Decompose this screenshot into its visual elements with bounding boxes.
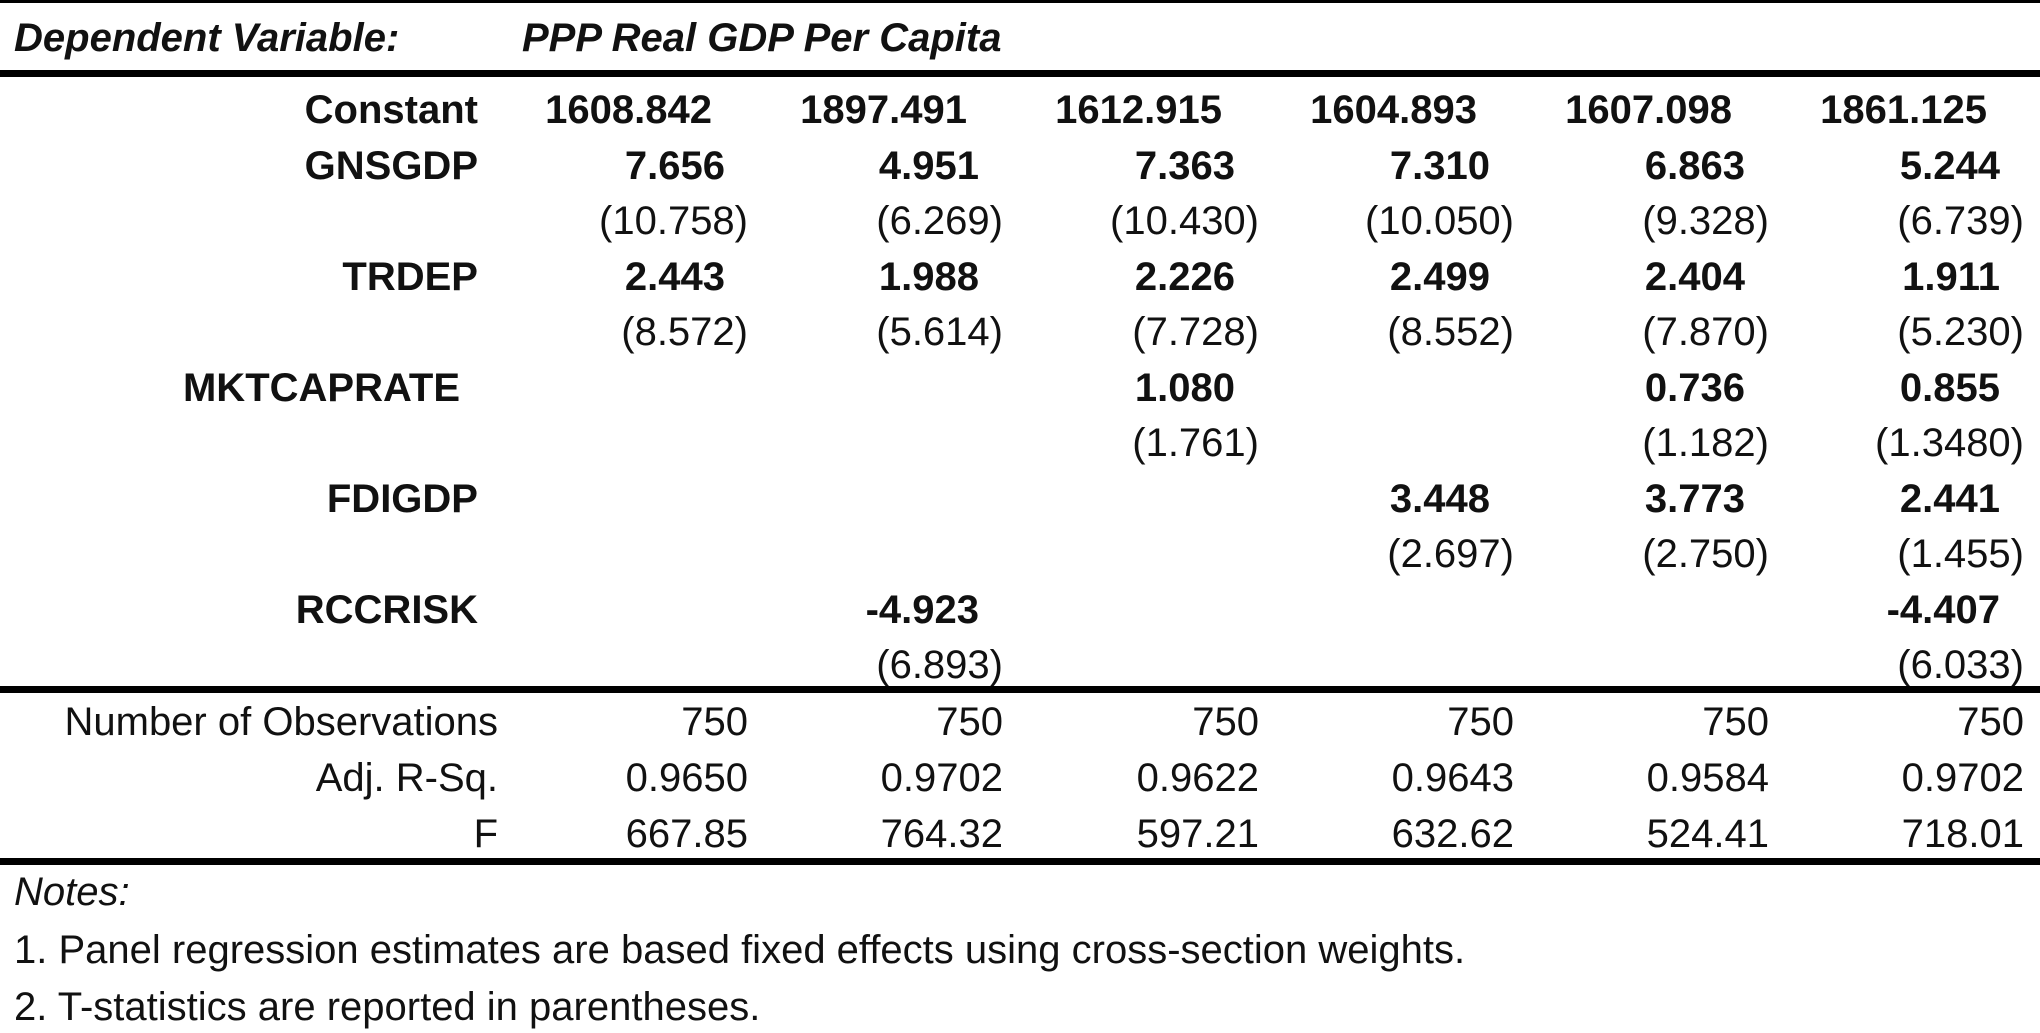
coefficient-value: 5.244	[1899, 144, 2000, 188]
coefficient-value: 2.441	[1899, 477, 2000, 521]
t-statistic-value: (8.572)	[621, 310, 748, 354]
stat-value: 718.01	[1901, 812, 2024, 856]
t-statistic-value: (10.430)	[1110, 199, 1259, 243]
t-statistic-value: (5.230)	[1897, 310, 2024, 354]
note-2: 2. T-statistics are reported in parenthe…	[14, 985, 761, 1029]
stats-rule	[0, 686, 2040, 693]
coefficient-value: 7.310	[1389, 144, 1490, 188]
t-statistic-value: (2.697)	[1387, 532, 1514, 576]
coefficient-value: 2.404	[1644, 255, 1745, 299]
coefficient-value: 7.656	[624, 144, 725, 188]
coefficient-value: 0.736	[1644, 366, 1745, 410]
stat-value: 0.9702	[1901, 756, 2024, 800]
stat-value: 750	[1702, 700, 1769, 744]
constant-value: 1897.491	[800, 88, 967, 132]
stat-value: 0.9622	[1136, 756, 1259, 800]
note-1: 1. Panel regression estimates are based …	[14, 928, 1466, 972]
notes-rule	[0, 858, 2040, 865]
t-statistic-value: (1.182)	[1642, 421, 1769, 465]
t-statistic-value: (10.050)	[1365, 199, 1514, 243]
t-statistic-value: (2.750)	[1642, 532, 1769, 576]
coefficient-value: 2.443	[624, 255, 725, 299]
top-rule	[0, 0, 2040, 3]
t-statistic-value: (8.552)	[1387, 310, 1514, 354]
coefficient-value: 2.499	[1389, 255, 1490, 299]
coefficient-value: 1.911	[1902, 255, 2000, 299]
constant-value: 1861.125	[1820, 88, 1987, 132]
stat-value: 750	[936, 700, 1003, 744]
coefficient-value: 3.448	[1389, 477, 1490, 521]
t-statistic-value: (1.3480)	[1875, 421, 2024, 465]
coefficient-value: 1.080	[1134, 366, 1235, 410]
row-label-constant: Constant	[304, 88, 478, 132]
constant-value: 1604.893	[1310, 88, 1477, 132]
dependent-variable-label: Dependent Variable:	[14, 16, 400, 60]
stat-value: 597.21	[1136, 812, 1259, 856]
stat-label-number-of-observations: Number of Observations	[64, 700, 498, 744]
row-label-trdep: TRDEP	[342, 255, 478, 299]
stat-label-adj-r-sq: Adj. R-Sq.	[315, 756, 498, 800]
t-statistic-value: (7.870)	[1642, 310, 1769, 354]
constant-value: 1608.842	[545, 88, 712, 132]
stat-value: 0.9702	[880, 756, 1003, 800]
header-rule	[0, 70, 2040, 77]
row-label-rccrisk: RCCRISK	[295, 588, 478, 632]
coefficient-value: -4.407	[1886, 588, 2000, 632]
stat-value: 0.9643	[1391, 756, 1514, 800]
coefficient-value: 6.863	[1644, 144, 1745, 188]
coefficient-value: 4.951	[878, 144, 979, 188]
stat-value: 750	[1447, 700, 1514, 744]
t-statistic-value: (5.614)	[876, 310, 1003, 354]
stat-value: 667.85	[625, 812, 748, 856]
coefficient-value: 2.226	[1134, 255, 1235, 299]
t-statistic-value: (1.455)	[1897, 532, 2024, 576]
stat-value: 764.32	[880, 812, 1003, 856]
t-statistic-value: (7.728)	[1132, 310, 1259, 354]
coefficient-value: 0.855	[1899, 366, 2000, 410]
stat-value: 0.9584	[1646, 756, 1769, 800]
t-statistic-value: (6.033)	[1897, 643, 2024, 687]
constant-value: 1612.915	[1055, 88, 1222, 132]
stat-value: 632.62	[1391, 812, 1514, 856]
stat-value: 750	[1957, 700, 2024, 744]
stat-label-f: F	[473, 812, 498, 856]
row-label-mktcaprate: MKTCAPRATE	[182, 366, 460, 410]
coefficient-value: 1.988	[878, 255, 979, 299]
coefficient-value: -4.923	[865, 588, 979, 632]
t-statistic-value: (9.328)	[1642, 199, 1769, 243]
constant-value: 1607.098	[1565, 88, 1732, 132]
coefficient-value: 3.773	[1644, 477, 1745, 521]
stat-value: 524.41	[1646, 812, 1769, 856]
stat-value: 750	[1192, 700, 1259, 744]
stat-value: 0.9650	[625, 756, 748, 800]
t-statistic-value: (1.761)	[1132, 421, 1259, 465]
coefficient-value: 7.363	[1134, 144, 1235, 188]
notes-title: Notes:	[14, 870, 130, 914]
stat-value: 750	[681, 700, 748, 744]
t-statistic-value: (6.269)	[876, 199, 1003, 243]
row-label-fdigdp: FDIGDP	[326, 477, 478, 521]
t-statistic-value: (6.739)	[1897, 199, 2024, 243]
t-statistic-value: (10.758)	[599, 199, 748, 243]
row-label-gnsgdp: GNSGDP	[304, 144, 478, 188]
dependent-variable-value: PPP Real GDP Per Capita	[522, 16, 1002, 60]
t-statistic-value: (6.893)	[876, 643, 1003, 687]
